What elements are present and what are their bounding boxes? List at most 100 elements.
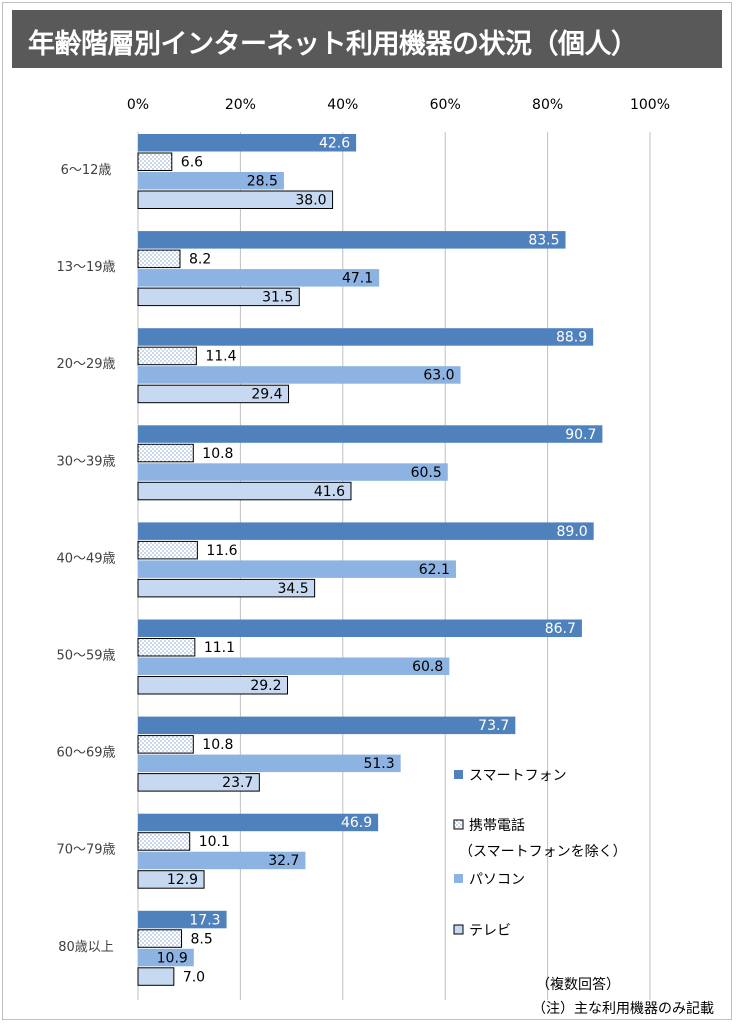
category-label: 40～49歳 xyxy=(56,551,115,566)
category-label: 13～19歳 xyxy=(56,260,115,275)
x-tick-label: 80% xyxy=(532,97,563,113)
bar-3 xyxy=(137,870,205,889)
legend-swatch xyxy=(454,770,463,779)
title-bar: 年齢階層別インターネット利用機器の状況（個人） xyxy=(12,10,722,68)
bar-2 xyxy=(138,657,450,675)
bar-1 xyxy=(137,540,198,560)
bar-2 xyxy=(138,948,194,967)
bar-0 xyxy=(138,231,566,249)
x-axis-ticks: 0% 20% 40% 60% 80% 100% xyxy=(127,97,670,113)
bar-3 xyxy=(137,190,334,209)
data-label: 47.1 xyxy=(342,271,373,287)
data-label: 10.8 xyxy=(202,446,233,462)
data-label: 7.0 xyxy=(183,969,205,985)
data-label: 38.0 xyxy=(295,193,326,209)
bar-2 xyxy=(138,463,448,481)
data-label: 8.2 xyxy=(189,252,211,268)
bars: 42.6 6.6 28.5 38.0 83.5 8.2 47.1 31.5 88.9 11.4 63… xyxy=(137,134,603,986)
bar-3 xyxy=(137,578,316,598)
data-label: 31.5 xyxy=(262,290,293,306)
bar-0 xyxy=(138,716,516,735)
data-label: 11.4 xyxy=(205,349,236,365)
data-label: 11.1 xyxy=(204,640,235,656)
bar-0 xyxy=(138,134,357,152)
x-tick-label: 20% xyxy=(225,97,256,113)
bar-1 xyxy=(137,638,196,657)
bar-1 xyxy=(137,929,183,948)
bar-0 xyxy=(138,522,594,540)
data-label: 29.4 xyxy=(251,387,282,403)
bar-3 xyxy=(137,773,260,792)
bar-0 xyxy=(138,910,227,929)
bar-2 xyxy=(138,851,306,870)
data-label: 60.5 xyxy=(411,465,442,481)
data-label: 62.1 xyxy=(419,562,450,578)
category-label: 20～29歳 xyxy=(56,357,115,372)
data-label: 73.7 xyxy=(478,718,509,734)
bar-1 xyxy=(137,249,181,269)
legend-swatch xyxy=(453,819,464,830)
data-label: 34.5 xyxy=(277,581,308,597)
data-label: 90.7 xyxy=(565,427,596,443)
data-label: 41.6 xyxy=(314,484,345,500)
category-label: 30～39歳 xyxy=(56,454,115,469)
data-label: 86.7 xyxy=(545,621,576,637)
legend-label: 携帯電話 xyxy=(469,817,525,834)
bar-2 xyxy=(138,366,461,384)
data-label: 42.6 xyxy=(319,136,350,152)
bar-1 xyxy=(137,443,194,463)
legend-label: テレビ xyxy=(469,923,511,939)
data-label: 23.7 xyxy=(222,775,253,791)
chart-title: 年齢階層別インターネット利用機器の状況（個人） xyxy=(28,29,638,60)
x-tick-label: 0% xyxy=(127,97,149,113)
bar-1 xyxy=(137,152,173,171)
x-tick-label: 100% xyxy=(630,97,670,113)
bar-1 xyxy=(137,735,194,754)
data-label: 6.6 xyxy=(181,155,203,171)
data-label: 8.5 xyxy=(191,931,213,947)
data-label: 88.9 xyxy=(556,330,587,346)
multiple-answer-note: （複数回答） xyxy=(536,977,620,993)
legend-label: パソコン xyxy=(469,872,525,888)
bar-0 xyxy=(138,425,603,443)
category-label: 6～12歳 xyxy=(61,163,112,178)
bar-2 xyxy=(138,560,456,578)
data-label: 51.3 xyxy=(363,756,394,772)
bar-0 xyxy=(138,328,594,346)
data-label: 10.8 xyxy=(202,737,233,753)
data-label: 29.2 xyxy=(250,678,281,694)
data-label: 89.0 xyxy=(557,524,588,540)
category-labels: 6～12歳 13～19歳 20～29歳 30～39歳 40～49歳 50～59歳 60～69… xyxy=(56,163,115,955)
bar-2 xyxy=(138,754,401,773)
bar-3 xyxy=(137,676,289,695)
data-label: 46.9 xyxy=(341,815,372,831)
category-label: 80歳以上 xyxy=(58,940,114,955)
legend-swatch xyxy=(454,874,463,883)
data-label: 12.9 xyxy=(167,872,198,888)
data-label: 11.6 xyxy=(206,543,237,559)
legend-swatch xyxy=(453,924,464,935)
data-label: 28.5 xyxy=(247,174,278,190)
data-label: 83.5 xyxy=(528,233,559,249)
bar-3 xyxy=(137,967,175,986)
legend-label-line2: （スマートフォンを除く） xyxy=(459,844,627,860)
bar-2 xyxy=(138,269,380,287)
category-label: 50～59歳 xyxy=(56,649,115,664)
bar-0 xyxy=(138,619,582,637)
x-tick-label: 60% xyxy=(430,97,461,113)
data-label: 10.1 xyxy=(199,834,230,850)
bar-3 xyxy=(137,287,300,307)
bar-2 xyxy=(138,172,284,190)
bar-3 xyxy=(137,481,352,501)
category-label: 60～69歳 xyxy=(56,746,115,761)
data-label: 32.7 xyxy=(268,853,299,869)
bar-3 xyxy=(137,384,290,404)
data-label: 63.0 xyxy=(423,368,454,384)
data-label: 17.3 xyxy=(189,912,220,928)
footnote: （注）主な利用機器のみ記載 xyxy=(532,1001,714,1017)
bar-0 xyxy=(138,813,379,832)
bar-1 xyxy=(137,832,191,851)
